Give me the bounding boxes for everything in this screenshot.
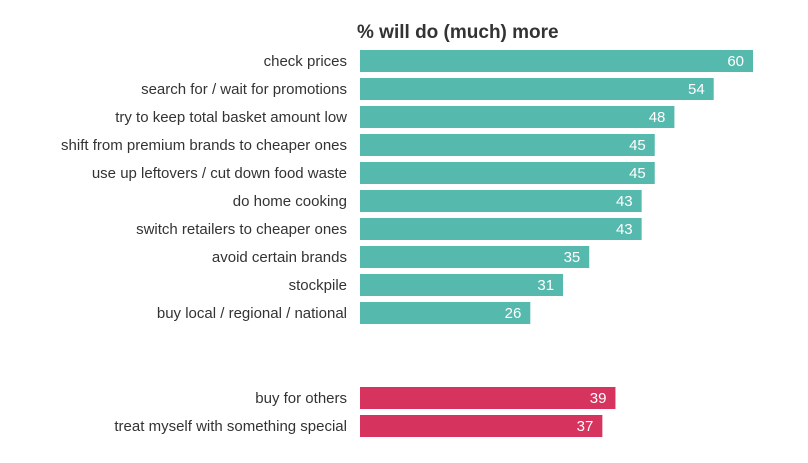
chart-title: % will do (much) more — [357, 22, 559, 43]
category-label: check prices — [264, 53, 347, 70]
value-label: 35 — [564, 249, 581, 266]
bar — [360, 106, 675, 128]
value-label: 39 — [590, 390, 607, 407]
category-label: avoid certain brands — [212, 249, 347, 266]
bar — [360, 162, 655, 184]
category-label: do home cooking — [233, 193, 347, 210]
category-label: use up leftovers / cut down food waste — [92, 165, 347, 182]
category-label: treat myself with something special — [114, 418, 347, 435]
bar — [360, 387, 616, 409]
value-label: 54 — [688, 81, 705, 98]
value-label: 43 — [616, 193, 633, 210]
category-label: buy local / regional / national — [157, 305, 347, 322]
bar — [360, 302, 531, 324]
category-label: search for / wait for promotions — [141, 81, 347, 98]
category-label: try to keep total basket amount low — [115, 109, 347, 126]
value-label: 45 — [629, 165, 646, 182]
bar — [360, 246, 590, 268]
bar-area: check prices 60 search for / wait for prom… — [61, 50, 753, 437]
category-label: stockpile — [289, 277, 347, 294]
bar — [360, 134, 655, 156]
category-label: buy for others — [255, 390, 347, 407]
value-label: 26 — [505, 305, 522, 322]
category-label: switch retailers to cheaper ones — [136, 221, 347, 238]
value-label: 48 — [649, 109, 666, 126]
value-label: 31 — [537, 277, 554, 294]
bar — [360, 274, 564, 296]
category-label: shift from premium brands to cheaper one… — [61, 137, 347, 154]
bar — [360, 415, 603, 437]
value-label: 60 — [727, 53, 744, 70]
bar — [360, 50, 753, 72]
bar — [360, 218, 642, 240]
value-label: 45 — [629, 137, 646, 154]
bar — [360, 78, 714, 100]
value-label: 43 — [616, 221, 633, 238]
value-label: 37 — [577, 418, 594, 435]
bar — [360, 190, 642, 212]
